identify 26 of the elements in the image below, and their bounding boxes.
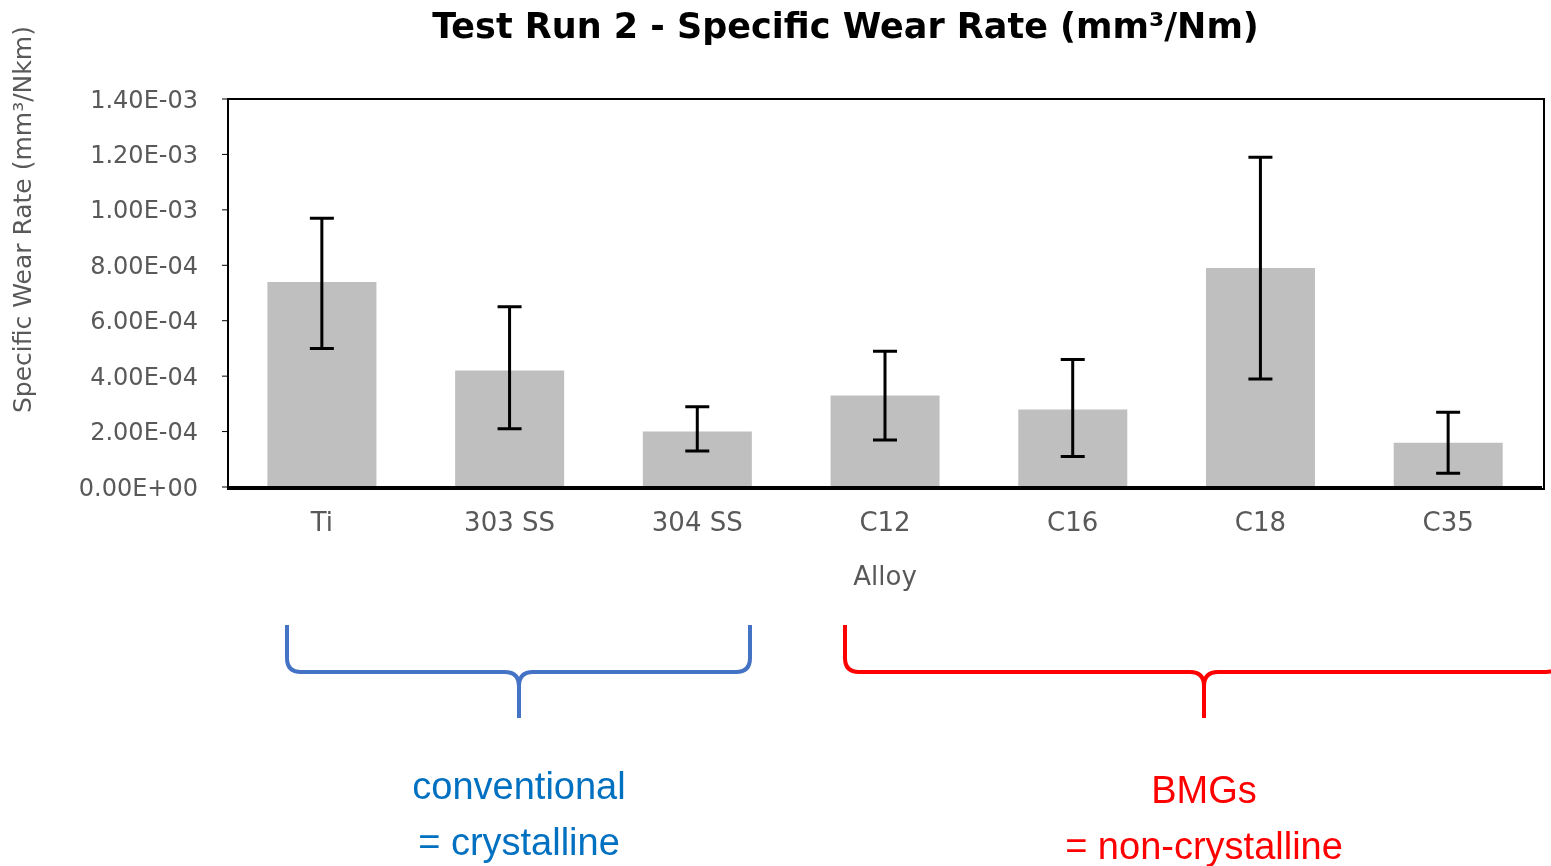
x-tick-label: 304 SS bbox=[651, 507, 743, 538]
x-tick-label: 303 SS bbox=[464, 507, 556, 538]
x-tick-label: C35 bbox=[1422, 507, 1474, 538]
y-tick-label: 2.00E-04 bbox=[90, 418, 198, 447]
bar bbox=[455, 370, 565, 487]
y-tick-label: 6.00E-04 bbox=[90, 307, 198, 336]
y-tick-label: 8.00E-04 bbox=[90, 251, 198, 280]
bar bbox=[267, 281, 377, 487]
y-axis-title: Specific Wear Rate (mm³/Nkm) bbox=[7, 26, 37, 413]
bar bbox=[830, 395, 940, 487]
y-tick-label: 4.00E-04 bbox=[90, 362, 198, 391]
y-tick-label: 1.00E-03 bbox=[90, 196, 198, 225]
y-tick-label: 1.40E-03 bbox=[90, 85, 198, 114]
bar bbox=[1393, 442, 1503, 487]
bar bbox=[1205, 268, 1315, 487]
x-tick-label: C16 bbox=[1047, 507, 1099, 538]
chart-title: Test Run 2 - Specific Wear Rate (mm³/Nm) bbox=[432, 6, 1259, 46]
x-tick-label: C12 bbox=[859, 507, 911, 538]
y-tick-label: 1.20E-03 bbox=[90, 140, 198, 169]
bar bbox=[1018, 409, 1128, 487]
y-tick-label: 0.00E+00 bbox=[78, 473, 198, 502]
x-tick-label: C18 bbox=[1234, 507, 1287, 538]
bar bbox=[642, 431, 752, 487]
text: conventional = crystalline bbox=[411, 764, 627, 865]
x-axis-title: Alloy bbox=[853, 561, 917, 592]
x-tick-label: Ti bbox=[309, 507, 334, 538]
